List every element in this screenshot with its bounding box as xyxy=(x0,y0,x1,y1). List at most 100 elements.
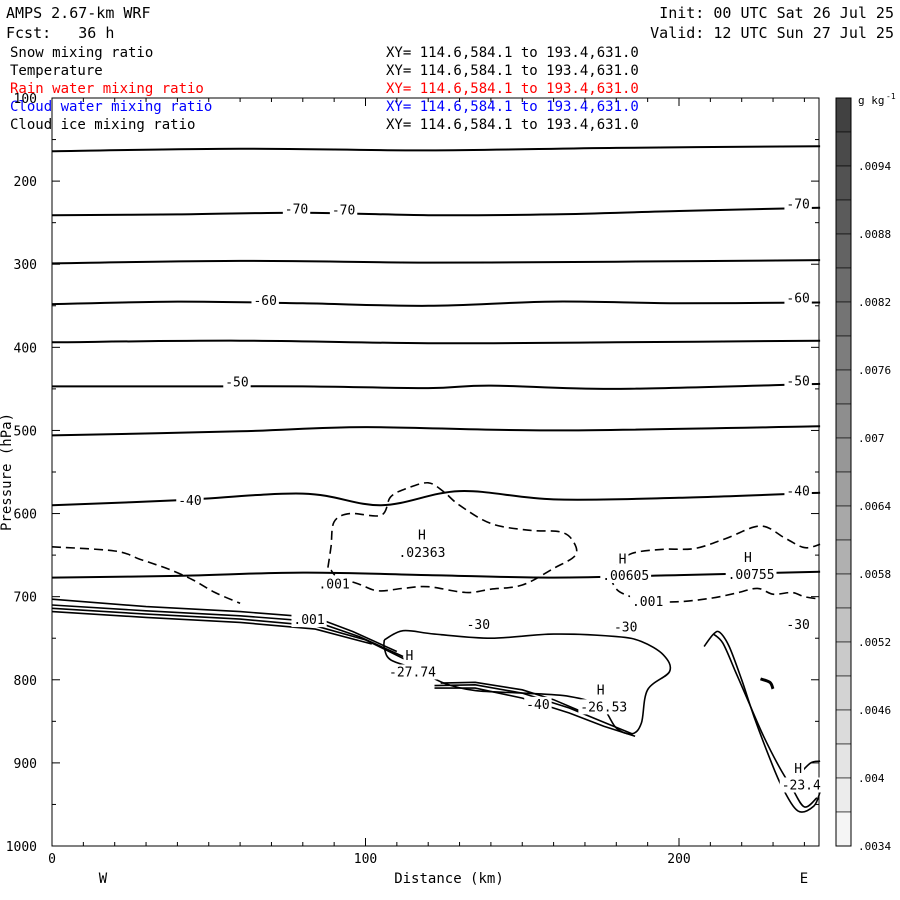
lower-temperature-contour xyxy=(703,630,821,813)
colorbar-segment xyxy=(835,811,852,847)
annotation-background xyxy=(387,664,438,680)
contour-annotation: .02363 xyxy=(398,546,445,561)
direction-east: E xyxy=(800,871,808,887)
y-tick-label: 300 xyxy=(14,258,37,273)
annotation-background xyxy=(725,567,777,583)
colorbar-frame xyxy=(835,97,852,847)
contour-annotation: -30 xyxy=(786,618,809,633)
annotation-background xyxy=(282,201,311,217)
terrain-contour xyxy=(51,598,398,653)
contour-annotation: -40 xyxy=(526,698,549,713)
annotation-background xyxy=(524,696,552,712)
colorbar-units-exponent: -1 xyxy=(886,92,896,101)
temperature-contour-60 xyxy=(51,300,821,307)
field-name-rain: Rain water mixing ratio xyxy=(10,81,204,97)
colorbar-label: .007 xyxy=(858,432,885,445)
x-tick-label: 0 xyxy=(48,852,56,867)
contour-annotation: .001 xyxy=(632,595,663,610)
cloud-ice-contour xyxy=(327,481,578,594)
annotation-background xyxy=(291,612,327,628)
colorbar-segment xyxy=(835,267,852,303)
colorbar-segment xyxy=(835,573,852,609)
field-name-temperature: Temperature xyxy=(10,63,103,79)
colorbar-segment xyxy=(835,369,852,405)
colorbar-segment xyxy=(835,199,852,235)
cloud-ice-contour xyxy=(51,546,241,605)
annotation-background xyxy=(784,483,812,499)
colorbar-segment xyxy=(835,709,852,745)
contour-annotation: -60 xyxy=(253,294,276,309)
colorbar-label: .0052 xyxy=(858,636,891,649)
y-tick-label: 500 xyxy=(14,424,37,439)
plot-frame xyxy=(51,97,820,847)
annotation-background xyxy=(742,549,754,565)
contour-annotation: -30 xyxy=(614,621,637,636)
colorbar-units: g kg xyxy=(858,94,885,107)
temperature-contour xyxy=(51,259,821,265)
terrain-contour xyxy=(434,687,636,738)
annotation-background xyxy=(329,202,358,218)
colorbar-segment xyxy=(835,675,852,711)
contour-annotation: H xyxy=(405,649,413,664)
lower-temperature-contour xyxy=(383,629,672,735)
colorbar-segment xyxy=(835,335,852,371)
field-xy-rain: XY= 114.6,584.1 to 193.4,631.0 xyxy=(386,81,639,97)
contour-annotation: -23.4 xyxy=(782,778,821,793)
annotation-background xyxy=(464,617,493,633)
contour-annotation: -40 xyxy=(786,484,809,499)
temperature-contour xyxy=(51,425,821,437)
contour-annotation: -30 xyxy=(467,618,490,633)
contour-annotation: -27.74 xyxy=(389,665,436,680)
annotation-background xyxy=(792,760,805,776)
annotation-background xyxy=(594,682,607,698)
annotation-background xyxy=(578,699,630,715)
y-tick-label: 900 xyxy=(14,757,37,772)
annotation-background xyxy=(779,777,823,793)
colorbar-label: .004 xyxy=(858,772,885,785)
model-title: AMPS 2.67-km WRF xyxy=(6,4,151,22)
terrain-contour xyxy=(440,681,586,714)
annotation-background xyxy=(316,576,352,592)
temperature-contour-40 xyxy=(51,490,821,507)
contour-annotation: -70 xyxy=(332,203,355,218)
lower-temperature-contour xyxy=(712,633,818,808)
x-tick-label: 200 xyxy=(667,852,690,867)
colorbar-segment xyxy=(835,641,852,677)
contour-annotation: -70 xyxy=(786,198,809,213)
colorbar-segment xyxy=(835,233,852,269)
contour-annotation: H xyxy=(794,762,802,777)
annotation-background xyxy=(251,292,279,308)
annotation-background xyxy=(784,373,812,389)
annotation-background xyxy=(612,619,640,635)
terrain-contour xyxy=(434,683,633,735)
y-tick-label: 700 xyxy=(14,591,37,606)
cloud-ice-contour xyxy=(609,525,821,578)
direction-west: W xyxy=(99,871,108,887)
colorbar-label: .0094 xyxy=(858,160,891,173)
temperature-contour xyxy=(51,339,821,345)
contour-annotation: .001 xyxy=(318,577,349,592)
field-name-cloud-ice: Cloud ice mixing ratio xyxy=(10,117,196,133)
colorbar-segment xyxy=(835,131,852,167)
temperature-contour-50 xyxy=(51,382,821,390)
lower-temperature-contour xyxy=(759,677,775,690)
colorbar-segment xyxy=(835,437,852,473)
contour-annotation: H xyxy=(418,528,426,543)
field-name-snow: Snow mixing ratio xyxy=(10,45,154,61)
contour-annotation: H xyxy=(619,552,627,567)
y-tick-label: 200 xyxy=(14,175,37,190)
valid-time: Valid: 12 UTC Sun 27 Jul 25 xyxy=(650,24,894,42)
field-xy-cloud-water: XY= 114.6,584.1 to 193.4,631.0 xyxy=(386,99,639,115)
y-tick-label: 800 xyxy=(14,674,37,689)
y-tick-label: 400 xyxy=(14,341,37,356)
colorbar-segment xyxy=(835,471,852,507)
temperature-contour-30 xyxy=(51,570,821,579)
colorbar-segment xyxy=(835,301,852,337)
contour-annotation: H xyxy=(597,684,605,699)
y-tick-label: 1000 xyxy=(6,840,37,855)
field-xy-temperature: XY= 114.6,584.1 to 193.4,631.0 xyxy=(386,63,639,79)
contour-annotation: .00755 xyxy=(728,568,775,583)
temperature-contour-70 xyxy=(51,206,821,217)
annotation-background xyxy=(396,544,448,560)
